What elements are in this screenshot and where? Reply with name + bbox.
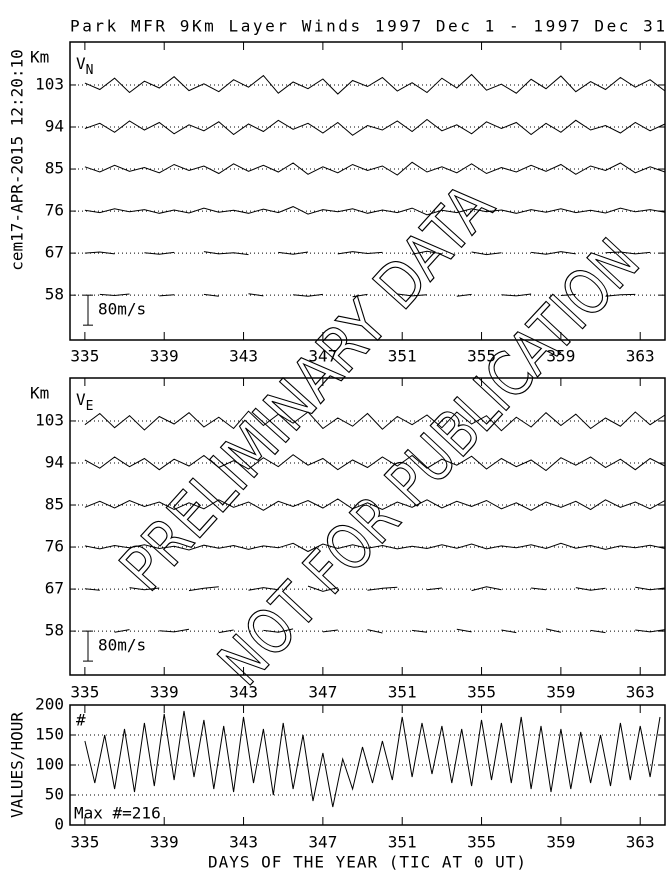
panel-label-sub: E xyxy=(86,399,94,414)
x-tick-label: 355 xyxy=(467,833,496,852)
x-tick-label: 351 xyxy=(388,683,417,702)
scale-bar-label: 80m/s xyxy=(98,636,146,655)
y-tick-label: 103 xyxy=(35,74,64,93)
chart-title: Park MFR 9Km Layer Winds 1997 Dec 1 - 19… xyxy=(70,17,665,36)
data-line xyxy=(84,161,666,176)
x-tick-label: 339 xyxy=(150,833,179,852)
data-line xyxy=(84,250,651,256)
data-line xyxy=(84,206,666,216)
x-tick-label: 363 xyxy=(626,347,655,366)
data-line xyxy=(84,498,666,511)
y-tick-label: 50 xyxy=(45,785,64,804)
y-tick-label: 200 xyxy=(35,695,64,714)
panel-label-main: V xyxy=(76,54,86,73)
x-tick-label: 335 xyxy=(70,833,99,852)
x-tick-label: 351 xyxy=(388,347,417,366)
plot-frame xyxy=(69,41,666,341)
x-tick-label: 343 xyxy=(229,833,258,852)
x-tick-label: 359 xyxy=(546,347,575,366)
data-line xyxy=(114,628,666,634)
x-tick-label: 363 xyxy=(626,833,655,852)
data-line xyxy=(84,73,666,95)
plot-frame xyxy=(69,377,666,676)
panel-label: VE xyxy=(76,390,93,414)
x-tick-label: 347 xyxy=(308,347,337,366)
x-tick-label: 343 xyxy=(229,347,258,366)
stamp: cem17-APR-2015 12:20:10 xyxy=(8,49,27,271)
x-tick-label: 339 xyxy=(150,683,179,702)
panel-label-main: V xyxy=(76,390,86,409)
x-tick-label: 343 xyxy=(229,683,258,702)
x-tick-label: 351 xyxy=(388,833,417,852)
count-label: # xyxy=(76,711,86,730)
data-line xyxy=(84,410,666,432)
y-axis-label: Km xyxy=(30,384,49,403)
x-tick-label: 335 xyxy=(70,347,99,366)
y-tick-label: 58 xyxy=(45,621,64,640)
y-tick-label: 85 xyxy=(45,495,64,514)
y-tick-label: 94 xyxy=(45,117,64,136)
y-axis-label: Km xyxy=(30,48,49,67)
x-tick-label: 347 xyxy=(308,833,337,852)
x-tick-label: 335 xyxy=(70,683,99,702)
x-tick-label: 359 xyxy=(546,683,575,702)
scale-bar-label: 80m/s xyxy=(98,300,146,319)
data-line xyxy=(84,585,666,592)
y-axis-label: VALUES/HOUR xyxy=(8,712,27,818)
panel-label: VN xyxy=(76,54,93,78)
data-line xyxy=(84,710,661,808)
y-tick-label: 100 xyxy=(35,755,64,774)
panel-label-sub: N xyxy=(86,63,94,78)
y-tick-label: 0 xyxy=(54,815,64,834)
y-tick-label: 85 xyxy=(45,159,64,178)
x-tick-label: 347 xyxy=(308,683,337,702)
x-axis-label: DAYS OF THE YEAR (TIC AT 0 UT) xyxy=(208,853,527,872)
x-tick-label: 355 xyxy=(467,347,496,366)
y-tick-label: 76 xyxy=(45,201,64,220)
data-line xyxy=(84,118,666,136)
y-tick-label: 67 xyxy=(45,579,64,598)
x-tick-label: 355 xyxy=(467,683,496,702)
y-tick-label: 103 xyxy=(35,410,64,429)
y-tick-label: 76 xyxy=(45,537,64,556)
x-tick-label: 339 xyxy=(150,347,179,366)
y-tick-label: 150 xyxy=(35,725,64,744)
x-tick-label: 359 xyxy=(546,833,575,852)
x-tick-label: 363 xyxy=(626,683,655,702)
y-tick-label: 94 xyxy=(45,452,64,471)
y-tick-label: 58 xyxy=(45,285,64,304)
max-annotation: Max #=216 xyxy=(74,804,161,823)
y-tick-label: 67 xyxy=(45,243,64,262)
data-line xyxy=(84,454,666,472)
data-line xyxy=(84,542,666,553)
